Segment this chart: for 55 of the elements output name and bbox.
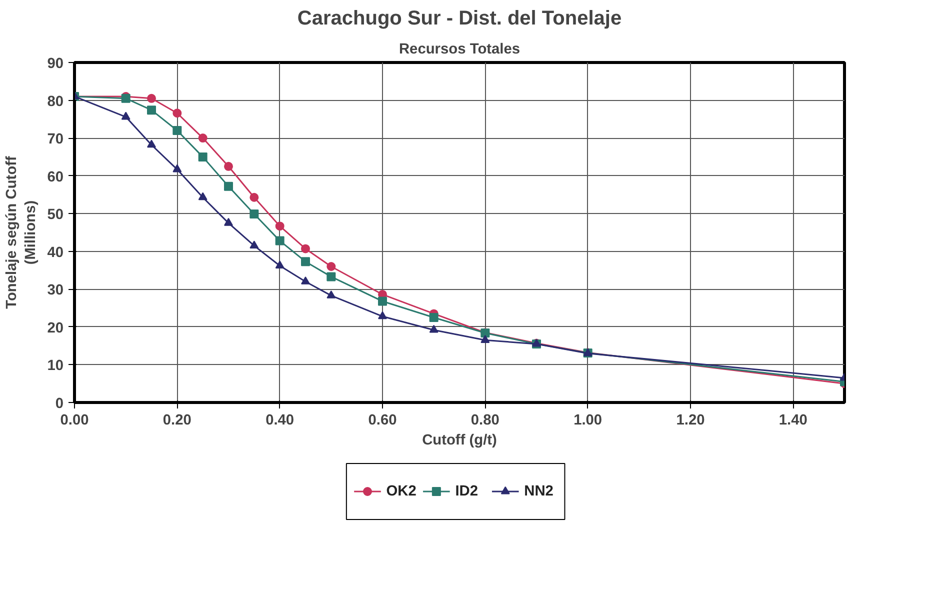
- point: [172, 164, 182, 172]
- point: [301, 244, 310, 254]
- x-tick-label: 1.00: [574, 412, 602, 428]
- point: [480, 335, 490, 343]
- point: [224, 218, 233, 226]
- x-tick-label: 1.40: [778, 412, 808, 428]
- y-tick-label: 90: [47, 56, 64, 72]
- x-tick-label: 0.00: [60, 412, 89, 428]
- point: [198, 152, 208, 162]
- point: [326, 290, 336, 298]
- point: [147, 94, 156, 103]
- point: [378, 311, 387, 320]
- point: [172, 126, 182, 135]
- point: [301, 257, 310, 266]
- point: [275, 236, 284, 246]
- point: [250, 209, 259, 218]
- x-tick-label: 0.40: [266, 412, 294, 428]
- x-axis-title: Cutoff (g/t): [422, 432, 498, 448]
- y-tick-label: 30: [47, 282, 64, 299]
- point: [301, 276, 310, 284]
- point: [224, 162, 233, 171]
- y-tick-label: 0: [55, 396, 64, 412]
- point: [326, 262, 336, 271]
- point: [147, 106, 156, 115]
- y-tick-label: 70: [47, 132, 64, 148]
- y-tick-label: 50: [47, 207, 64, 224]
- point: [250, 192, 259, 202]
- point: [147, 140, 156, 148]
- y-tick-label: 60: [47, 169, 64, 186]
- x-tick-label: 0.20: [162, 412, 192, 428]
- legend-label: NN2: [524, 484, 554, 500]
- point: [121, 112, 130, 120]
- x-tick-label: 0.60: [368, 412, 397, 428]
- point: [198, 192, 208, 200]
- point: [275, 260, 284, 269]
- y-tick-label: 80: [47, 94, 64, 110]
- point: [172, 108, 182, 118]
- point: [224, 182, 233, 191]
- legend-label: ID2: [455, 484, 478, 500]
- chart-title: Carachugo Sur - Dist. del Tonelaje: [297, 8, 622, 30]
- y-tick-label: 10: [47, 358, 64, 374]
- chart-subtitle: Recursos Totales: [398, 42, 520, 58]
- y-tick-label: 40: [47, 244, 64, 261]
- point: [275, 222, 284, 231]
- point: [198, 134, 208, 143]
- x-tick-label: 1.20: [676, 412, 705, 428]
- point: [429, 313, 438, 322]
- point: [429, 324, 438, 333]
- y-axis-title: Tonelaje según Cutoff (Millions): [4, 156, 40, 309]
- point: [378, 296, 387, 306]
- x-tick-label: 0.80: [470, 412, 500, 428]
- y-tick-label: 20: [47, 320, 64, 336]
- legend-label: OK2: [386, 484, 416, 500]
- point: [250, 240, 259, 249]
- point: [326, 272, 336, 282]
